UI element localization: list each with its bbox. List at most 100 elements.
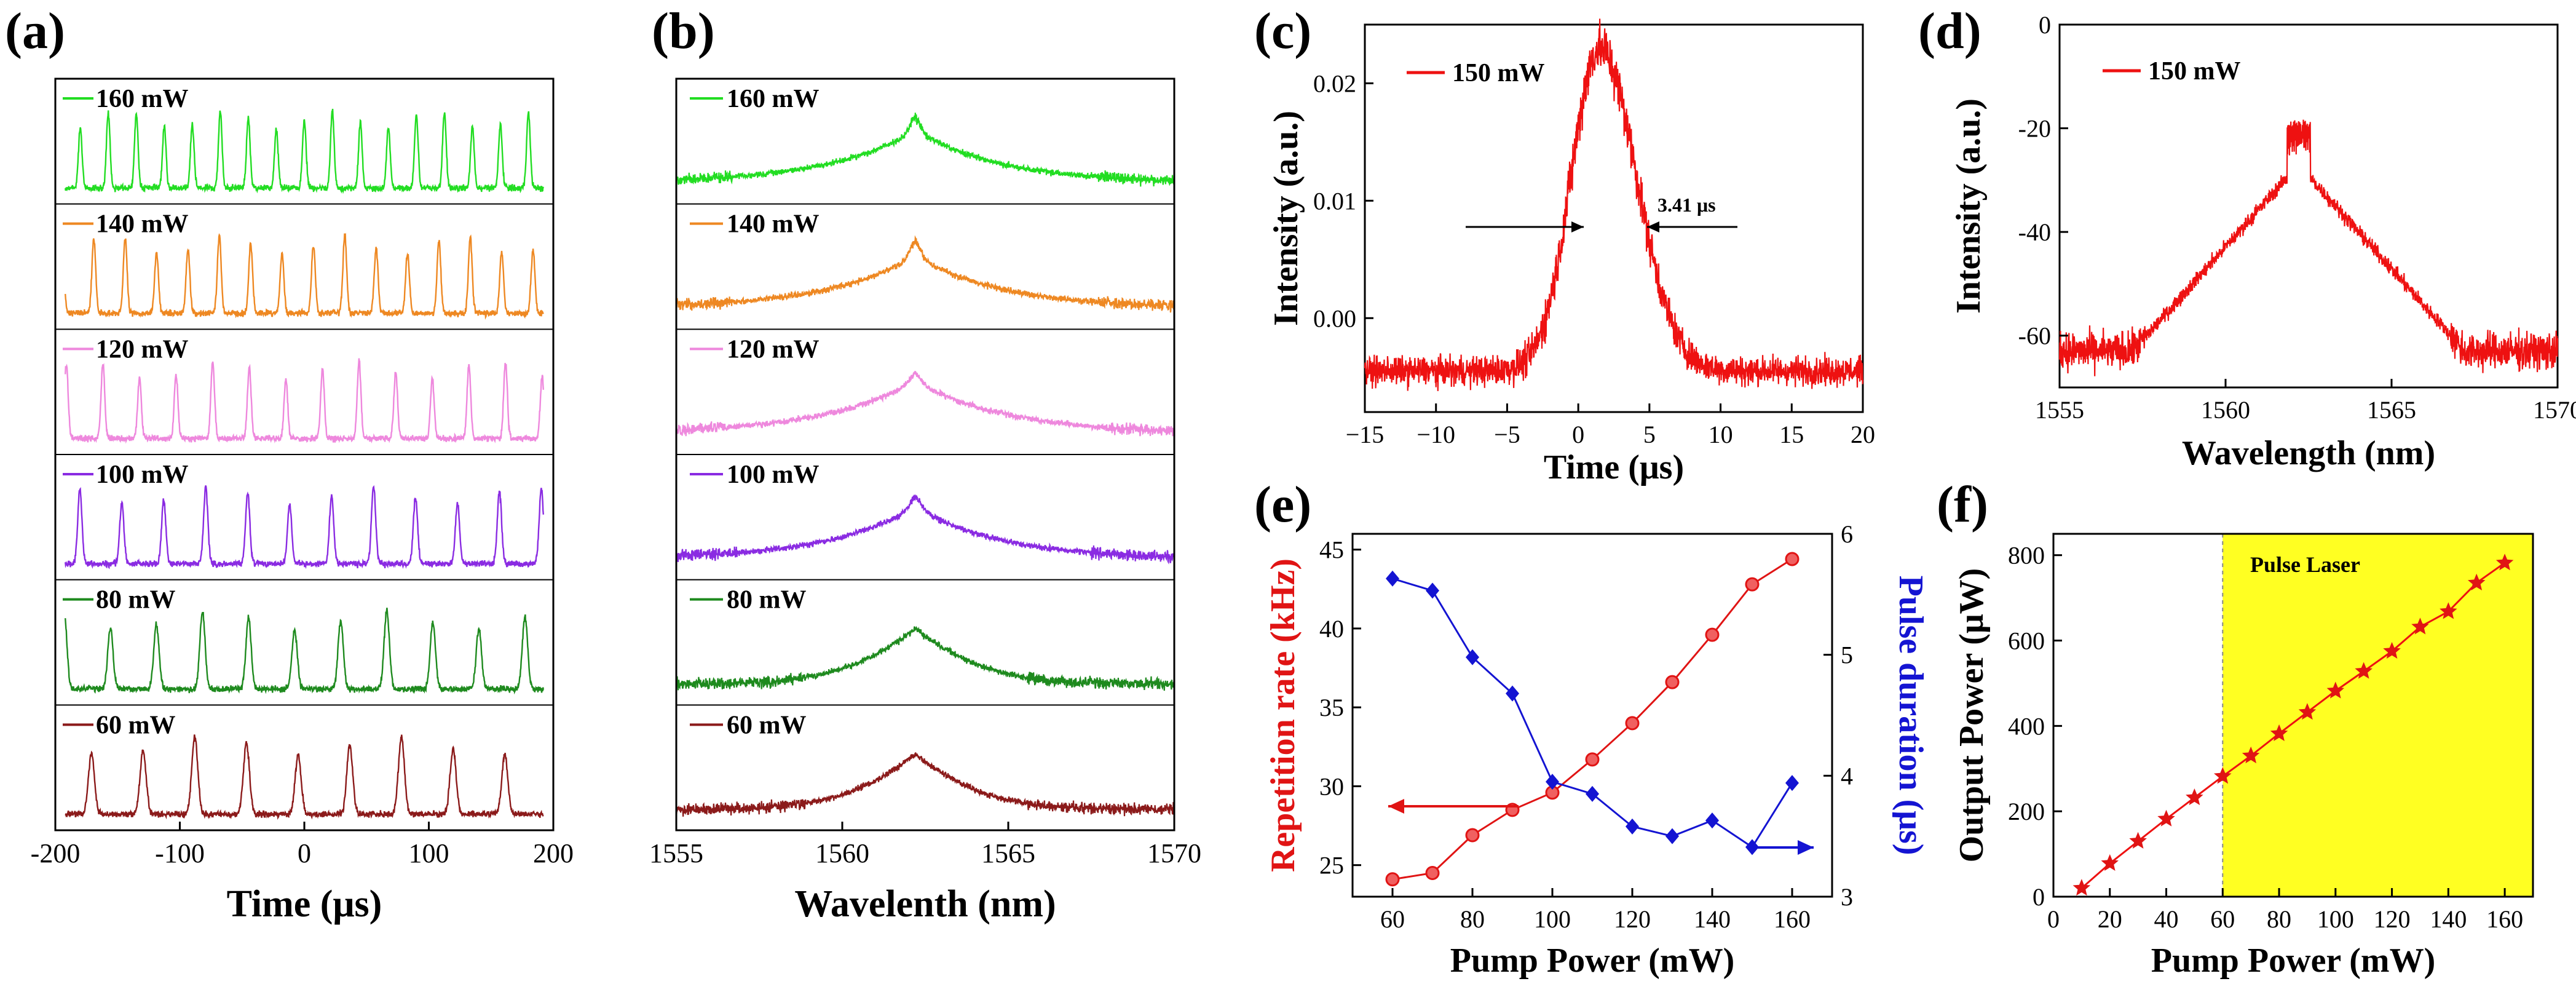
pulse-duration-point: [1626, 818, 1639, 835]
panel-b-legend-label: 100 mW: [727, 461, 820, 489]
pulse-duration-point: [1386, 570, 1399, 587]
panel-f-ytick-label: 0: [2033, 883, 2045, 911]
panel-e-ylabel-right: Pulse duration (μs): [1892, 576, 1930, 855]
panel-c-pulse-trace: [1364, 18, 1864, 391]
left-axis-arrowhead: [1388, 799, 1404, 814]
repetition-rate-point: [1745, 577, 1760, 592]
panel-d-ticks: 1555 1560 1565 1570 0 -20 -40 -60: [2018, 11, 2576, 424]
pulse-laser-label: Pulse Laser: [2250, 552, 2360, 577]
panel-c-xtick-label: 15: [1779, 421, 1804, 448]
panel-e-ytick-label: 40: [1319, 615, 1344, 643]
panel-a-xlabel: Time (μs): [227, 883, 382, 925]
panel-d-spectrum-trace: [2058, 119, 2559, 376]
output-power-line: [2080, 562, 2505, 889]
panel-f-label: (f): [1937, 476, 1988, 533]
output-power-point: [2072, 879, 2091, 896]
panel-b-xtick-label: 1570: [1147, 838, 1201, 868]
panel-a-xtick-label: 100: [409, 838, 449, 868]
right-axis-arrowhead: [1798, 840, 1814, 855]
panel-b-legend-label: 160 mW: [727, 85, 820, 113]
panel-f-ytick-label: 200: [2008, 798, 2045, 825]
panel-f-xtick-label: 60: [2210, 905, 2235, 933]
panel-d: (d) 1555 1560 1565 1570 0 -20 -40 -60 150 mW Wa…: [1918, 2, 2576, 472]
panel-c-frame: [1364, 23, 1864, 413]
output-power-point: [2129, 831, 2147, 849]
panel-d-ytick-label: 0: [2039, 11, 2051, 39]
repetition-rate-line: [1392, 558, 1793, 881]
panel-a-xtick-label: -100: [155, 838, 205, 868]
output-power-point: [2383, 641, 2401, 659]
panel-f-xtick-label: 140: [2430, 905, 2467, 933]
output-power-point: [2440, 602, 2457, 619]
panel-f-ytick-label: 600: [2008, 627, 2045, 655]
panel-e-xtick-label: 120: [1614, 905, 1651, 933]
panel-e-xtick-label: 160: [1774, 905, 1811, 933]
repetition-rate-point: [1425, 866, 1440, 881]
pulse-duration-point: [1586, 785, 1599, 802]
output-power-point: [2355, 662, 2373, 679]
output-power-point: [2242, 746, 2260, 764]
panel-b-legend-label: 60 mW: [727, 711, 807, 739]
panel-e-y2tick-label: 3: [1841, 883, 1853, 911]
panel-b-trace-80mW: [675, 625, 1175, 691]
panel-c-ytick-label: 0.01: [1313, 187, 1356, 215]
panel-e-y2tick-label: 6: [1841, 520, 1853, 548]
pulse-duration-point: [1665, 828, 1679, 844]
panel-f-xtick-label: 160: [2486, 905, 2523, 933]
panel-a-trace-100mW: [65, 485, 544, 569]
panel-f-xtick-label: 100: [2317, 905, 2354, 933]
panel-e-axis-arrows: [1388, 799, 1814, 855]
output-power-point: [2411, 617, 2429, 635]
repetition-rate-point: [1705, 627, 1720, 642]
panel-a-xtick-label: 200: [533, 838, 574, 868]
panel-b-legend-label: 120 mW: [727, 335, 820, 363]
repetition-rate-point: [1785, 552, 1800, 566]
panel-e-y2tick-label: 4: [1841, 762, 1853, 790]
output-power-point: [2326, 681, 2345, 699]
panel-d-ytick-label: -60: [2018, 322, 2051, 350]
pulse-duration-point: [1785, 775, 1799, 792]
panel-a-xticks: -200 -100 0 100 200: [31, 822, 574, 868]
panel-a-xtick-label: -200: [31, 838, 81, 868]
panel-d-ytick-label: -20: [2018, 115, 2051, 143]
panel-d-ytick-label: -40: [2018, 218, 2051, 246]
panel-d-xtick-label: 1570: [2533, 396, 2576, 424]
panel-e-ytick-label: 45: [1319, 536, 1344, 564]
panel-b-label: (b): [652, 2, 715, 60]
panel-f: (f) Pulse Laser 0 20 40 60 80 100 120 140 160 0 20…: [1937, 476, 2534, 980]
panel-c-xtick-label: 20: [1851, 421, 1875, 448]
panel-e-y2tick-label: 5: [1841, 641, 1853, 669]
panel-b: (b) 160 mW 140 mW 120 mW 100 mW 80 mW 60 mW 1…: [649, 2, 1201, 925]
panel-a-xtick-label: 0: [298, 838, 311, 868]
panel-c-xtick-label: −5: [1494, 421, 1520, 448]
pulse-laser-region: [2222, 534, 2533, 897]
panel-f-xlabel: Pump Power (mW): [2151, 942, 2435, 980]
panel-a-label: (a): [5, 2, 65, 60]
panel-b-xticks: 1555 1560 1565 1570: [649, 822, 1201, 868]
panel-c-xtick-label: 0: [1572, 421, 1584, 448]
panel-c-xtick-label: −10: [1416, 421, 1455, 448]
panel-c-xtick-label: 5: [1643, 421, 1656, 448]
panel-e-xlabel: Pump Power (mW): [1450, 942, 1734, 980]
panel-e-xtick-label: 100: [1534, 905, 1571, 933]
panel-a-legend-label: 80 mW: [96, 586, 176, 614]
panel-b-legend-label: 80 mW: [727, 586, 807, 614]
panel-e-ytick-label: 25: [1319, 852, 1344, 879]
pulse-duration-point: [1546, 774, 1559, 790]
panel-d-frame: [2058, 23, 2559, 389]
panel-a: (a) 160 mW 140 mW 120 mW 100 mW 80 mW 60 mW -…: [5, 2, 574, 925]
panel-c-label: (c): [1254, 2, 1311, 60]
panel-d-ylabel: Intensity (a.u.): [1950, 98, 1988, 314]
panel-a-legend-label: 120 mW: [96, 335, 189, 363]
panel-e-ytick-label: 35: [1319, 694, 1344, 721]
repetition-rate-point: [1665, 675, 1680, 689]
panel-a-trace-80mW: [65, 608, 544, 695]
pulse-duration-point: [1705, 812, 1719, 829]
panel-b-xlabel: Wavelenth (nm): [794, 883, 1056, 925]
panel-b-trace-100mW: [675, 494, 1175, 565]
panel-a-legend-label: 140 mW: [96, 210, 189, 239]
panel-d-xtick-label: 1555: [2035, 396, 2084, 424]
pulse-duration-point: [1426, 582, 1439, 599]
